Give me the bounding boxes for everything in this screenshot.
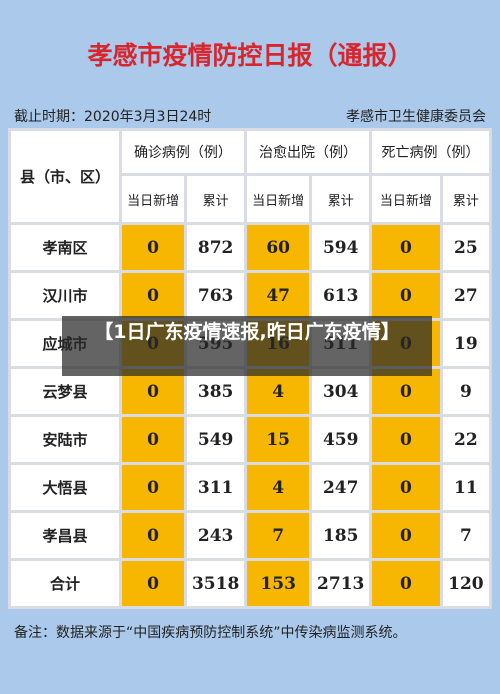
header-row: 县（市、区） 确诊病例（例） 治愈出院（例） 死亡病例（例） [11,131,489,222]
value-cell: 0 [121,417,185,462]
region-cell: 合计 [11,561,119,606]
region-cell: 孝昌县 [11,513,119,558]
value-cell: 60 [246,225,310,270]
value-cell: 7 [246,513,310,558]
value-cell: 613 [312,273,370,318]
value-cell: 0 [372,225,440,270]
value-cell: 385 [187,369,244,414]
value-cell: 4 [246,369,310,414]
data-row: 孝南区 0 872 60 594 0 25 [11,225,489,270]
value-cell: 153 [246,561,310,606]
value-cell: 763 [187,273,244,318]
value-cell: 549 [187,417,244,462]
note: 备注：数据来源于“中国疾病预防控制系统”中传染病监测系统。 [14,625,407,641]
corner-cell: 县（市、区） [11,131,119,222]
title: 孝感市疫情防控日报（通报） [87,41,413,70]
value-cell: 19 [442,321,489,366]
subheader: 累计 [312,176,370,222]
group-header: 死亡病例（例） [372,131,489,173]
value-cell: 11 [442,465,489,510]
value-cell: 185 [312,513,370,558]
value-cell: 0 [121,465,185,510]
value-cell: 25 [442,225,489,270]
value-cell: 594 [312,225,370,270]
value-cell: 22 [442,417,489,462]
region-cell: 汉川市 [11,273,119,318]
data-row: 安陆市 0 549 15 459 0 22 [11,417,489,462]
value-cell: 0 [372,273,440,318]
value-cell: 243 [187,513,244,558]
value-cell: 247 [312,465,370,510]
value-cell: 311 [187,465,244,510]
data-row: 云梦县 0 385 4 304 0 9 [11,369,489,414]
region-cell: 孝南区 [11,225,119,270]
subheader: 当日新增 [121,176,185,222]
value-cell: 47 [246,273,310,318]
value-cell: 0 [121,225,185,270]
value-cell: 872 [187,225,244,270]
org: 孝感市卫生健康委员会 [346,109,486,125]
value-cell: 120 [442,561,489,606]
value-cell: 7 [442,513,489,558]
value-cell: 304 [312,369,370,414]
region-cell: 大悟县 [11,465,119,510]
value-cell: 0 [372,369,440,414]
data-row: 汉川市 0 763 47 613 0 27 [11,273,489,318]
value-cell: 459 [312,417,370,462]
value-cell: 2713 [312,561,370,606]
value-cell: 3518 [187,561,244,606]
value-cell: 0 [372,465,440,510]
value-cell: 0 [121,513,185,558]
subheader: 当日新增 [372,176,440,222]
subheader: 累计 [442,176,489,222]
subheader: 当日新增 [246,176,310,222]
value-cell: 9 [442,369,489,414]
value-cell: 0 [121,561,185,606]
date: 截止时期：2020年3月3日24时 [14,109,212,125]
data-row: 合计 0 3518 153 2713 0 120 [11,561,489,606]
value-cell: 0 [372,417,440,462]
subheader: 累计 [187,176,244,222]
subheader-row: 当日新增 累计 当日新增 累计 当日新增 累计 [11,176,489,222]
value-cell: 0 [372,513,440,558]
data-row: 孝昌县 0 243 7 185 0 7 [11,513,489,558]
region-cell: 云梦县 [11,369,119,414]
value-cell: 0 [121,369,185,414]
value-cell: 27 [442,273,489,318]
value-cell: 15 [246,417,310,462]
data-row: 大悟县 0 311 4 247 0 11 [11,465,489,510]
group-header: 确诊病例（例） [121,131,244,173]
overlay-caption: 【1日广东疫情速报,昨日广东疫情】 [62,316,432,376]
value-cell: 0 [121,273,185,318]
group-header: 治愈出院（例） [246,131,370,173]
region-cell: 安陆市 [11,417,119,462]
value-cell: 4 [246,465,310,510]
value-cell: 0 [372,561,440,606]
